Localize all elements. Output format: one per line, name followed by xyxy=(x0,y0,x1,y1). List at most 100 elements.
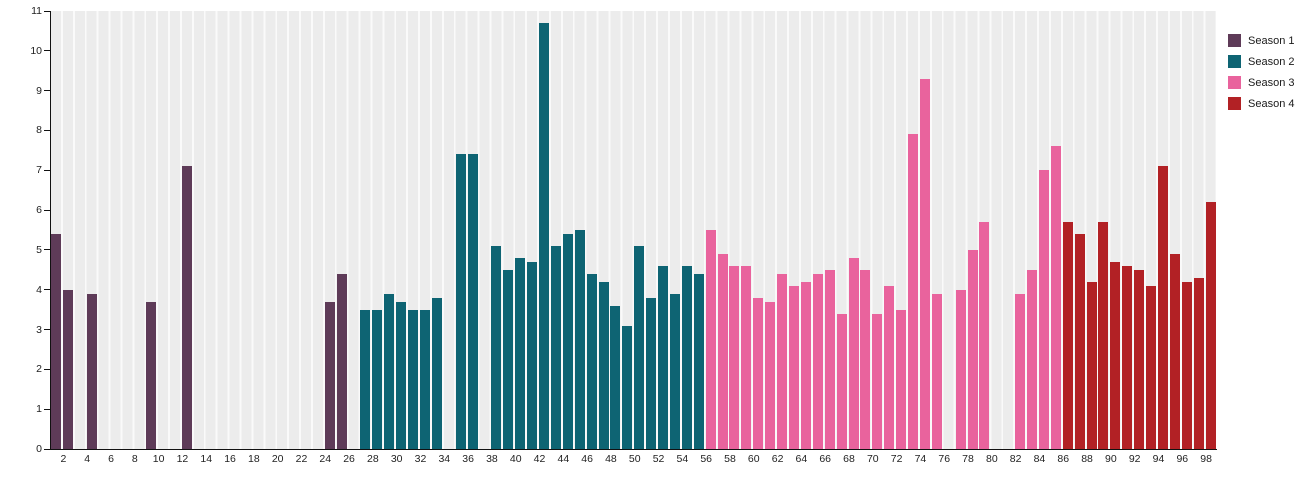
bar-season-3-x71[interactable] xyxy=(884,285,895,449)
bar-season-2-x38[interactable] xyxy=(491,245,502,449)
bar-season-3-x72[interactable] xyxy=(896,309,907,449)
legend-item-season-3[interactable]: Season 3 xyxy=(1228,75,1294,90)
bar-season-2-x42[interactable] xyxy=(539,22,550,449)
bar-season-3-x62[interactable] xyxy=(777,273,788,449)
bar-season-3-x69[interactable] xyxy=(860,269,871,449)
bar-season-4-x96[interactable] xyxy=(1181,281,1192,449)
bar-season-2-x50[interactable] xyxy=(634,245,645,449)
bar-season-3-x77[interactable] xyxy=(955,289,966,449)
bar-season-2-x28[interactable] xyxy=(372,309,383,449)
bar-season-3-x67[interactable] xyxy=(836,313,847,449)
bar-season-4-x89[interactable] xyxy=(1098,222,1109,449)
bar-season-2-x35[interactable] xyxy=(455,154,466,449)
x-tick-label-94: 94 xyxy=(1152,453,1165,465)
legend-swatch-season-1 xyxy=(1228,34,1241,47)
bar-season-2-x49[interactable] xyxy=(622,325,633,449)
bar-season-4-x98[interactable] xyxy=(1205,202,1216,449)
y-tick-label-0: 0 xyxy=(36,443,42,455)
bar-season-2-x51[interactable] xyxy=(646,297,657,449)
x-tick-label-86: 86 xyxy=(1057,453,1070,465)
bar-season-3-x65[interactable] xyxy=(812,273,823,449)
bar-season-2-x47[interactable] xyxy=(598,281,609,449)
bar-season-2-x52[interactable] xyxy=(658,265,669,449)
bar-season-3-x75[interactable] xyxy=(931,293,942,449)
bar-season-2-x30[interactable] xyxy=(396,301,407,449)
bar-season-2-x54[interactable] xyxy=(681,265,692,449)
bar-season-2-x44[interactable] xyxy=(562,233,573,449)
x-tick-label-2: 2 xyxy=(60,453,67,465)
y-tick-label-9: 9 xyxy=(36,84,42,97)
bar-season-3-x57[interactable] xyxy=(717,253,728,449)
bar-season-2-x27[interactable] xyxy=(360,309,371,449)
bar-season-1-x25[interactable] xyxy=(336,273,347,449)
bar-season-4-x92[interactable] xyxy=(1134,269,1145,449)
bar-season-3-x63[interactable] xyxy=(788,285,799,449)
bar-season-3-x84[interactable] xyxy=(1038,170,1049,449)
bar-season-1-x1[interactable] xyxy=(51,233,61,449)
x-tick-label-38: 38 xyxy=(486,453,498,465)
bar-season-3-x70[interactable] xyxy=(872,313,883,449)
bar-season-2-x55[interactable] xyxy=(693,273,704,449)
plot-area xyxy=(51,11,1216,449)
bar-season-1-x24[interactable] xyxy=(324,301,335,449)
x-tick-label-52: 52 xyxy=(652,453,665,465)
x-tick-label-12: 12 xyxy=(176,453,189,465)
bar-season-4-x90[interactable] xyxy=(1110,261,1121,449)
bar-season-3-x83[interactable] xyxy=(1027,269,1038,449)
x-tick-label-28: 28 xyxy=(367,453,379,465)
bar-season-3-x79[interactable] xyxy=(979,222,990,449)
bar-season-2-x29[interactable] xyxy=(384,293,395,449)
bar-season-1-x12[interactable] xyxy=(181,166,192,449)
bar-season-2-x39[interactable] xyxy=(503,269,514,449)
bar-season-3-x60[interactable] xyxy=(753,297,764,449)
y-tick-11 xyxy=(44,10,50,12)
bar-season-1-x4[interactable] xyxy=(86,293,97,449)
bar-season-4-x93[interactable] xyxy=(1146,285,1157,449)
y-tick-7 xyxy=(44,169,50,171)
bar-season-2-x36[interactable] xyxy=(467,154,478,449)
bar-season-3-x78[interactable] xyxy=(967,249,978,449)
bar-season-4-x91[interactable] xyxy=(1122,265,1133,449)
bar-season-2-x41[interactable] xyxy=(527,261,538,449)
bar-season-3-x64[interactable] xyxy=(800,281,811,449)
bar-season-2-x45[interactable] xyxy=(574,230,585,449)
bar-season-2-x33[interactable] xyxy=(431,297,442,449)
bar-season-3-x66[interactable] xyxy=(824,269,835,449)
bar-season-2-x40[interactable] xyxy=(515,257,526,449)
bar-season-2-x46[interactable] xyxy=(586,273,597,449)
bar-season-2-x43[interactable] xyxy=(550,245,561,449)
bar-season-3-x73[interactable] xyxy=(908,134,919,449)
bar-season-4-x94[interactable] xyxy=(1157,166,1168,449)
x-tick-label-10: 10 xyxy=(152,453,165,465)
bar-season-1-x9[interactable] xyxy=(146,301,157,449)
bar-season-1-x2[interactable] xyxy=(62,289,73,449)
y-tick-label-7: 7 xyxy=(36,164,42,177)
bar-season-4-x97[interactable] xyxy=(1193,277,1204,449)
x-tick-label-54: 54 xyxy=(676,453,689,465)
bar-season-2-x32[interactable] xyxy=(419,309,430,449)
bar-season-4-x86[interactable] xyxy=(1062,222,1073,449)
bar-season-2-x48[interactable] xyxy=(610,305,621,449)
bar-season-4-x95[interactable] xyxy=(1169,253,1180,449)
bar-season-3-x82[interactable] xyxy=(1015,293,1026,449)
x-tick-label-56: 56 xyxy=(700,453,712,465)
y-tick-9 xyxy=(44,90,50,92)
bar-season-2-x31[interactable] xyxy=(408,309,419,449)
bar-season-4-x87[interactable] xyxy=(1074,233,1085,449)
y-tick-label-1: 1 xyxy=(36,403,42,416)
y-tick-4 xyxy=(44,289,50,291)
bar-season-3-x61[interactable] xyxy=(765,301,776,449)
bar-season-4-x88[interactable] xyxy=(1086,281,1097,449)
bar-season-3-x58[interactable] xyxy=(729,265,740,449)
legend-item-season-2[interactable]: Season 2 xyxy=(1228,54,1294,69)
bar-season-3-x85[interactable] xyxy=(1050,146,1061,449)
bar-season-2-x53[interactable] xyxy=(669,293,680,449)
bar-season-3-x59[interactable] xyxy=(741,265,752,449)
legend-item-season-4[interactable]: Season 4 xyxy=(1228,96,1294,111)
legend-item-season-1[interactable]: Season 1 xyxy=(1228,33,1294,48)
legend-label: Season 2 xyxy=(1248,55,1295,68)
x-tick-label-50: 50 xyxy=(628,453,641,465)
bar-season-3-x74[interactable] xyxy=(919,78,930,449)
bar-season-3-x68[interactable] xyxy=(848,257,859,449)
bar-season-3-x56[interactable] xyxy=(705,230,716,449)
